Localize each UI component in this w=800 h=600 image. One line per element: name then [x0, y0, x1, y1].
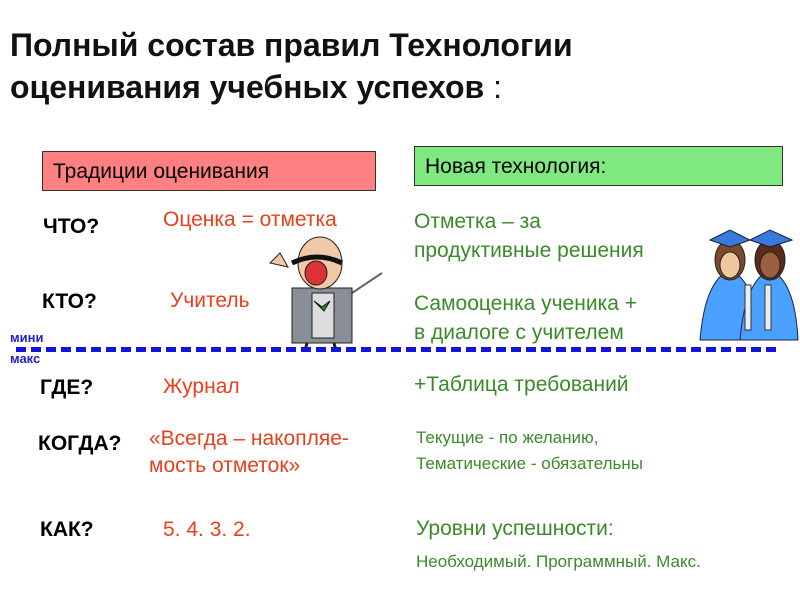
divider-label-mini: мини	[10, 330, 44, 345]
new-when-line-1: Текущие - по желанию,	[416, 428, 599, 447]
question-where: ГДЕ?	[40, 376, 94, 399]
new-what-line-2: продуктивные решения	[414, 239, 644, 262]
question-what: ЧТО?	[43, 215, 100, 238]
mini-maks-divider	[16, 347, 776, 352]
title-line-1: Полный состав правил Технологии	[10, 27, 573, 63]
new-when: Текущие - по желанию, Тематические - обя…	[416, 425, 643, 477]
new-who-line-1: Самооценка ученика +	[414, 292, 637, 315]
new-where: +Таблица требований	[414, 373, 629, 396]
graduates-clipart	[699, 229, 799, 341]
slide-title: Полный состав правил Технологии оцениван…	[10, 24, 573, 108]
teacher-clipart	[269, 236, 383, 352]
traditional-what: Оценка = отметка	[163, 208, 337, 231]
title-line-2-text: оценивания учебных успехов	[10, 69, 485, 105]
traditional-when-line-2: мость отметок»	[149, 454, 301, 477]
new-when-line-2: Тематические - обязательны	[416, 454, 644, 473]
new-who-line-2: в диалоге с учителем	[414, 321, 624, 344]
new-how-levels: Необходимый. Программный. Макс.	[416, 552, 701, 571]
traditional-how: 5. 4. 3. 2.	[163, 518, 251, 541]
new-how-title: Уровни успешности:	[416, 517, 614, 540]
new-technology-header: Новая технология:	[414, 146, 783, 186]
question-how: КАК?	[40, 518, 94, 541]
traditional-who: Учитель	[170, 289, 250, 312]
new-who: Самооценка ученика + в диалоге с учителе…	[414, 289, 637, 347]
new-what-line-1: Отметка – за	[414, 210, 541, 233]
question-who: КТО?	[42, 290, 97, 313]
traditional-when: «Всегда – накопляе- мость отметок»	[149, 425, 349, 479]
divider-label-maks: макс	[10, 351, 41, 366]
question-when: КОГДА?	[38, 432, 122, 455]
traditional-header: Традиции оценивания	[42, 151, 376, 191]
title-colon: :	[484, 69, 502, 105]
new-what: Отметка – за продуктивные решения	[414, 207, 644, 265]
title-line-2: оценивания учебных успехов :	[10, 66, 573, 108]
traditional-where: Журнал	[163, 375, 240, 398]
traditional-when-line-1: «Всегда – накопляе-	[149, 427, 349, 450]
